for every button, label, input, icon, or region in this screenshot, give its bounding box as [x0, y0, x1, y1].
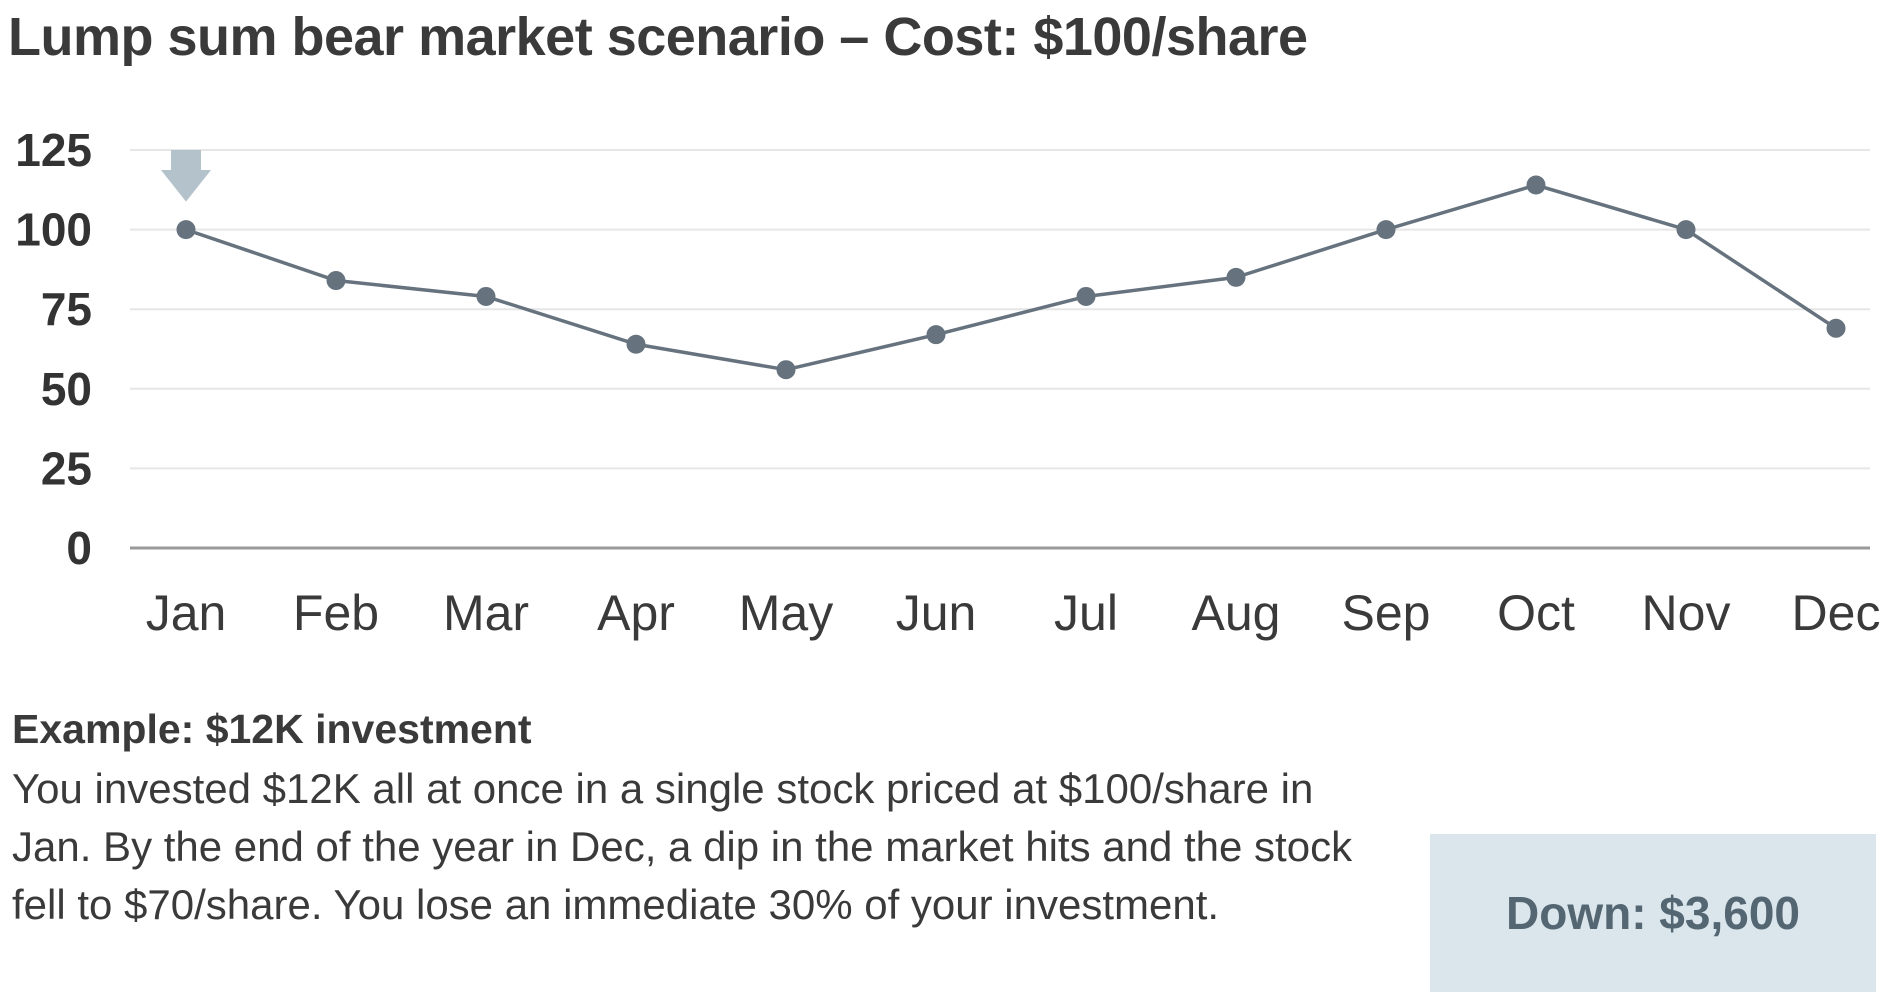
x-tick-label: Jan [146, 585, 227, 641]
x-tick-label: Aug [1192, 585, 1281, 641]
data-point-jan [176, 220, 196, 240]
x-tick-label: Oct [1497, 585, 1575, 641]
series-points [176, 175, 1846, 380]
data-point-sep [1376, 220, 1396, 240]
x-tick-label: Dec [1792, 585, 1880, 641]
example-body: You invested $12K all at once in a singl… [12, 765, 1353, 928]
data-point-jun [926, 325, 946, 345]
marker-arrow [161, 150, 211, 202]
data-point-apr [626, 334, 646, 354]
callout-text: Down: $3,600 [1506, 887, 1800, 939]
x-tick-label: Nov [1642, 585, 1731, 641]
series-line-path [185, 183, 1837, 372]
data-point-feb [326, 271, 346, 291]
y-tick-label: 50 [41, 363, 92, 415]
x-tick-label: Mar [443, 585, 529, 641]
chart-title: Lump sum bear market scenario – Cost: $1… [8, 7, 1308, 67]
data-point-aug [1226, 267, 1246, 287]
x-tick-label: May [739, 585, 833, 641]
y-tick-label: 75 [41, 283, 92, 335]
y-tick-label: 25 [41, 442, 92, 494]
data-point-oct [1526, 175, 1546, 195]
data-point-mar [476, 286, 496, 306]
data-point-may [776, 360, 796, 380]
data-point-nov [1676, 220, 1696, 240]
x-tick-label: Sep [1342, 585, 1431, 641]
y-tick-label: 125 [15, 124, 92, 176]
line-chart: 0 25 50 75 100 125 Jan Feb Mar Apr May Jun Jul Aug Se… [15, 124, 1880, 641]
x-tick-label: Jul [1054, 585, 1118, 641]
loss-callout: Down: $3,600 [1430, 834, 1876, 992]
y-tick-label: 100 [15, 204, 92, 256]
x-tick-label: Apr [597, 585, 675, 641]
series-line [185, 183, 1837, 372]
data-point-dec [1826, 318, 1846, 338]
x-tick-label: Feb [293, 585, 379, 641]
x-axis-ticks: Jan Feb Mar Apr May Jun Jul Aug Sep Oct Nov Dec [146, 585, 1880, 641]
down-arrow-icon [161, 150, 211, 202]
example-heading: Example: $12K investment [12, 706, 532, 752]
x-tick-label: Jun [896, 585, 977, 641]
data-point-jul [1076, 286, 1096, 306]
gridlines [130, 149, 1870, 470]
y-tick-label: 0 [66, 522, 92, 574]
y-axis-ticks: 0 25 50 75 100 125 [15, 124, 92, 574]
